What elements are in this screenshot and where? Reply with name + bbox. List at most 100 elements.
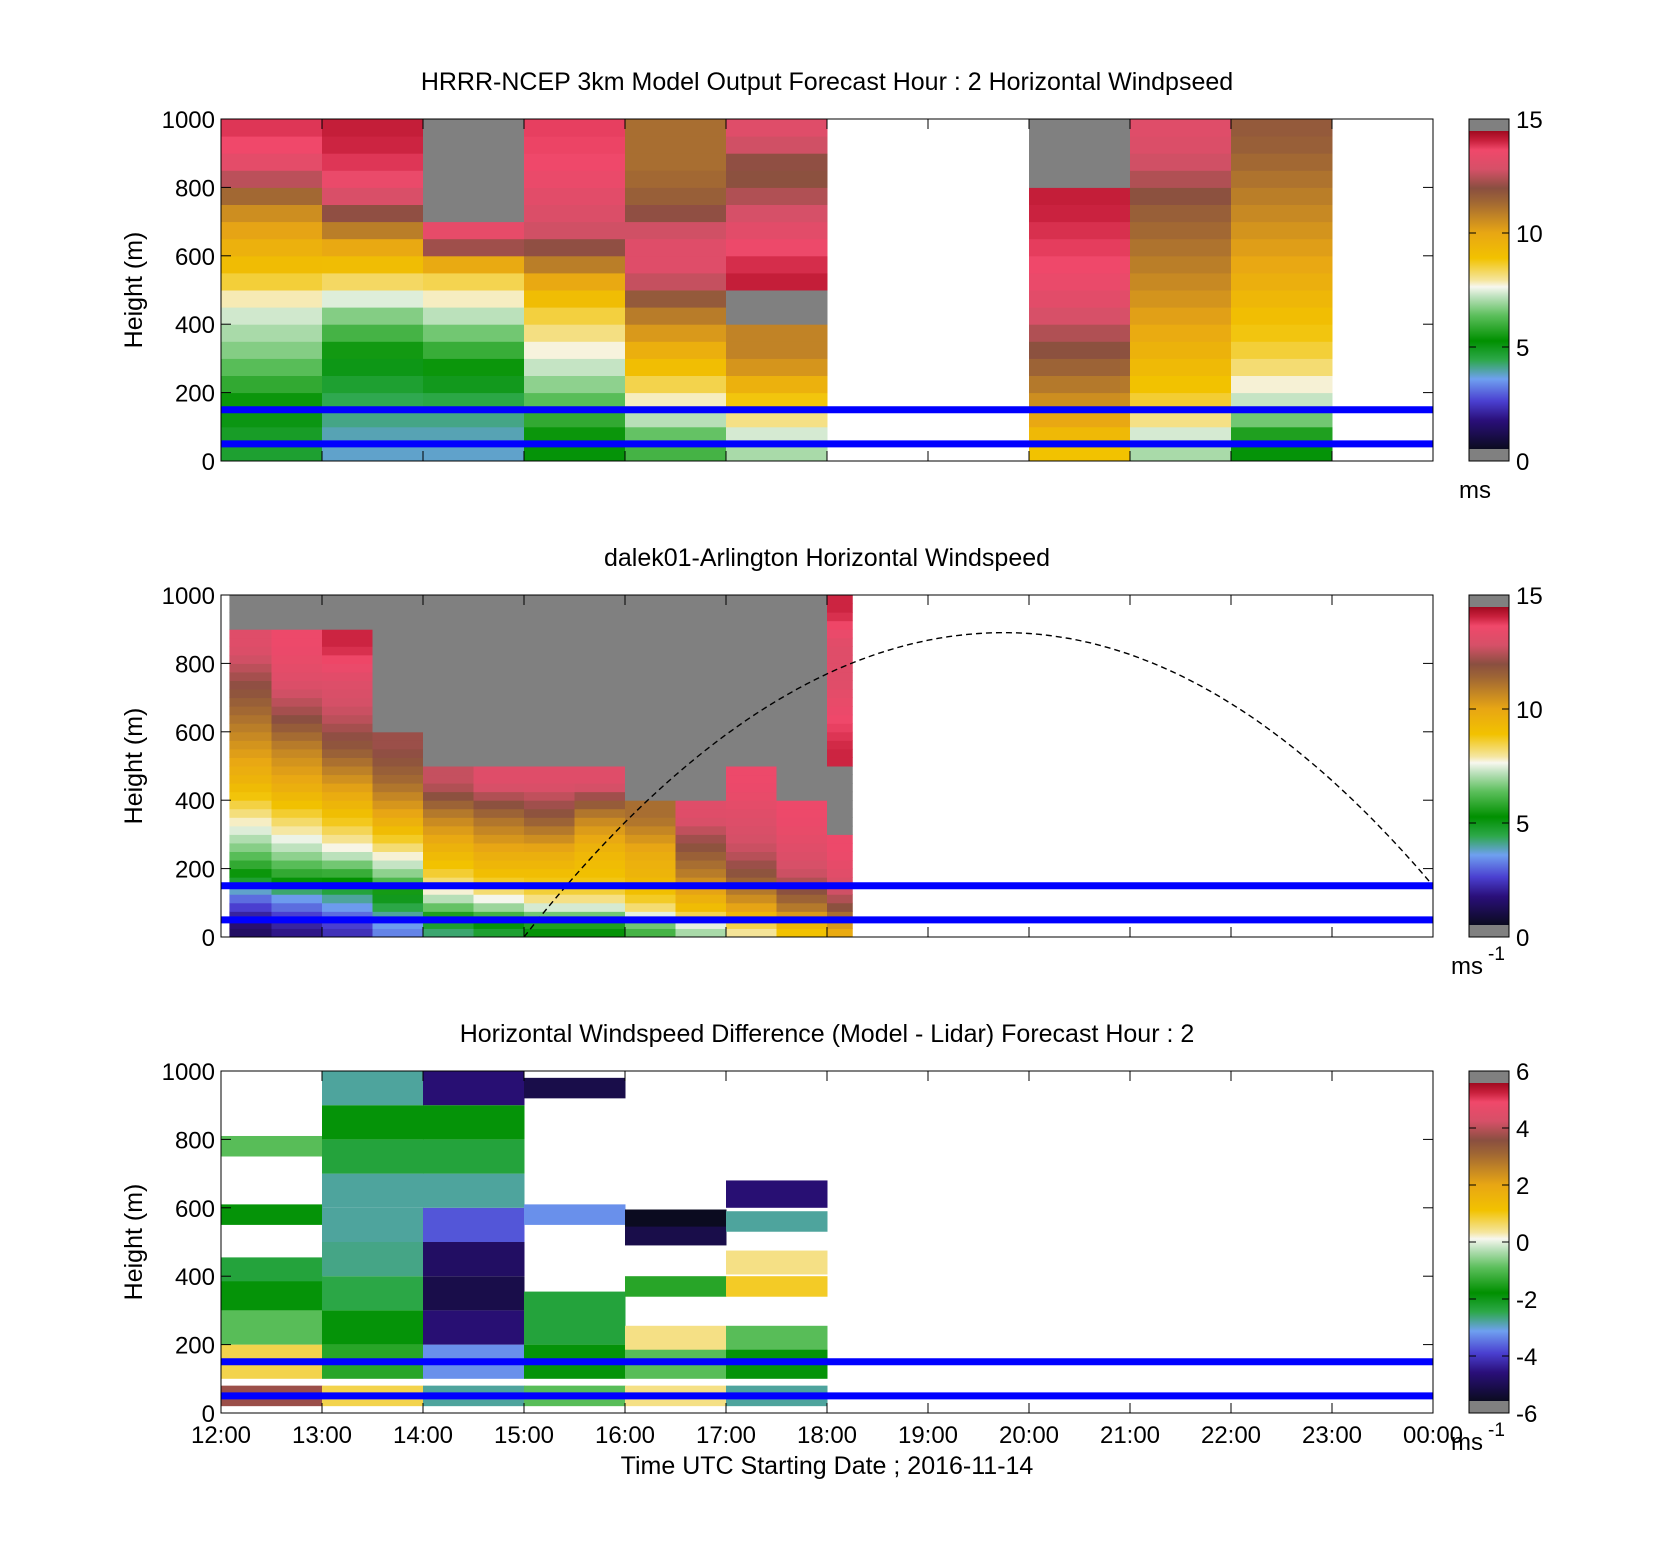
heatmap-cell bbox=[675, 817, 727, 827]
heatmap-cell bbox=[1130, 119, 1232, 137]
heatmap-cell bbox=[423, 612, 474, 622]
heatmap-cell bbox=[625, 409, 727, 428]
heatmap-cell bbox=[423, 740, 474, 750]
heatmap-cell bbox=[372, 757, 424, 767]
heatmap-cell bbox=[524, 409, 626, 428]
heatmap-cell bbox=[776, 817, 828, 827]
heatmap-cell bbox=[726, 817, 777, 827]
colorbar-under bbox=[1469, 925, 1509, 937]
heatmap-cell bbox=[524, 774, 575, 784]
heatmap-cell bbox=[372, 885, 424, 895]
heatmap-cell bbox=[322, 654, 373, 664]
heatmap-cell bbox=[1029, 153, 1131, 171]
heatmap-cell bbox=[524, 443, 626, 462]
heatmap-cell bbox=[524, 307, 626, 325]
heatmap-cell bbox=[726, 860, 777, 870]
y-tick-label: 400 bbox=[175, 312, 215, 339]
heatmap-cells bbox=[221, 1071, 828, 1407]
heatmap-cell bbox=[625, 885, 676, 895]
colorbar-over bbox=[1469, 119, 1509, 131]
heatmap-cell bbox=[625, 817, 676, 827]
heatmap-cell bbox=[473, 740, 525, 750]
heatmap-cell bbox=[372, 714, 424, 724]
heatmap-cell bbox=[524, 612, 575, 622]
heatmap-cell bbox=[271, 714, 323, 724]
heatmap-cell bbox=[726, 654, 777, 664]
heatmap-cell bbox=[1130, 187, 1232, 205]
heatmap-cell bbox=[423, 204, 525, 223]
heatmap-cell bbox=[423, 136, 525, 154]
colorbar-gradient bbox=[1469, 131, 1509, 449]
heatmap-cell bbox=[574, 766, 626, 776]
heatmap-cell bbox=[423, 774, 474, 784]
heatmap-cell bbox=[726, 877, 777, 887]
heatmap-cell bbox=[473, 731, 525, 741]
heatmap-cell bbox=[229, 877, 272, 887]
heatmap-cell bbox=[322, 697, 373, 707]
heatmap-cell bbox=[229, 620, 272, 630]
colorbar-frame bbox=[1468, 594, 1510, 938]
heatmap-cell bbox=[271, 671, 323, 681]
heatmap-cell bbox=[524, 221, 626, 240]
heatmap-cell bbox=[524, 689, 575, 699]
heatmap-cell bbox=[423, 646, 474, 656]
heatmap-cell bbox=[372, 654, 424, 664]
heatmap-cell bbox=[271, 654, 323, 664]
heatmap-cell bbox=[625, 928, 676, 938]
colorbar-tick-label: 5 bbox=[1516, 335, 1529, 362]
heatmap-cell bbox=[473, 868, 525, 878]
y-tick-label: 200 bbox=[175, 1333, 215, 1360]
heatmap-cell bbox=[229, 860, 272, 870]
heatmap-cell bbox=[524, 620, 575, 630]
heatmap-cell bbox=[372, 637, 424, 647]
heatmap-cell bbox=[776, 723, 828, 733]
heatmap-cell bbox=[726, 902, 777, 912]
panel-2: dalek01-Arlington Horizontal Windspeed 0 2… bbox=[120, 544, 1543, 980]
heatmap-cell bbox=[229, 731, 272, 741]
heatmap-cell bbox=[229, 902, 272, 912]
heatmap-cell bbox=[726, 358, 828, 376]
heatmap-cell bbox=[322, 689, 373, 699]
heatmap-cell bbox=[574, 612, 626, 622]
heatmap-cell bbox=[372, 766, 424, 776]
heatmap-cell bbox=[423, 706, 474, 716]
heatmap-cell bbox=[473, 800, 525, 810]
heatmap-cell bbox=[827, 714, 853, 724]
heatmap-cell bbox=[675, 774, 727, 784]
heatmap-cell bbox=[675, 919, 727, 929]
heatmap-cell bbox=[372, 825, 424, 835]
heatmap-cell bbox=[322, 392, 424, 411]
heatmap-cell bbox=[776, 808, 828, 818]
colorbar: -6 -4 -2 0 2 4 6 ms -1 bbox=[1451, 1059, 1537, 1456]
heatmap-cell bbox=[423, 307, 525, 325]
panel-3: Horizontal Windspeed Difference (Model -… bbox=[120, 1020, 1537, 1456]
heatmap-cell bbox=[229, 757, 272, 767]
heatmap-cell bbox=[271, 620, 323, 630]
heatmap-cell bbox=[271, 748, 323, 758]
heatmap-cell bbox=[271, 825, 323, 835]
heatmap-cell bbox=[625, 714, 676, 724]
heatmap-cell bbox=[524, 731, 575, 741]
heatmap-cell bbox=[524, 1291, 626, 1316]
heatmap-cell bbox=[574, 671, 626, 681]
y-tick-label: 400 bbox=[175, 788, 215, 815]
heatmap-cell bbox=[625, 119, 727, 137]
heatmap-cell bbox=[322, 842, 373, 852]
heatmap-cell bbox=[827, 671, 853, 681]
heatmap-cell bbox=[473, 825, 525, 835]
heatmap-cell bbox=[625, 443, 727, 462]
heatmap-cell bbox=[625, 1325, 727, 1350]
heatmap-cell bbox=[726, 136, 828, 154]
heatmap-cell bbox=[574, 629, 626, 639]
heatmap-cell bbox=[322, 791, 373, 801]
heatmap-cell bbox=[322, 706, 373, 716]
heatmap-cell bbox=[322, 324, 424, 342]
heatmap-cell bbox=[229, 595, 272, 605]
heatmap-cell bbox=[221, 221, 323, 240]
heatmap-cell bbox=[271, 877, 323, 887]
heatmap-cell bbox=[229, 714, 272, 724]
heatmap-cell bbox=[473, 774, 525, 784]
heatmap-cell bbox=[271, 774, 323, 784]
heatmap-cell bbox=[221, 170, 323, 188]
heatmap-cell bbox=[322, 153, 424, 171]
